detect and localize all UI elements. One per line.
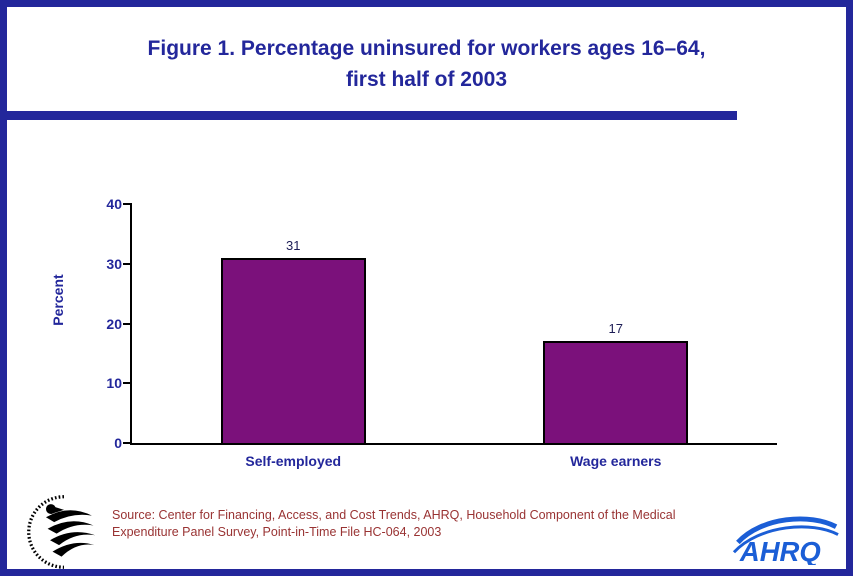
hhs-seal-logo [27,495,96,569]
y-tick-mark [123,442,132,444]
y-tick-mark [123,262,132,265]
source-note-line1: Source: Center for Financing, Access, an… [112,508,676,522]
ahrq-logo: AHRQ [732,516,839,565]
source-note: Source: Center for Financing, Access, an… [112,507,732,541]
x-category-label: Wage earners [570,453,662,469]
page-title-line1: Figure 1. Percentage uninsured for worke… [147,37,706,60]
page-title-line2: first half of 2003 [345,68,508,91]
bar-value-label: 17 [608,321,623,337]
x-category-label: Self-employed [245,453,342,469]
y-tick-label: 10 [106,375,122,392]
source-note-line2: Expenditure Panel Survey, Point-in-Time … [112,525,442,539]
y-tick-mark [123,203,132,205]
y-tick-label: 40 [106,196,122,212]
bar-self-employed [220,257,366,443]
y-tick-mark [123,382,132,385]
bar-value-label: 31 [286,237,301,253]
ahrq-logo-text: AHRQ [739,536,821,565]
y-tick-label: 20 [106,315,122,332]
y-axis-title: Percent [50,274,66,326]
plot-area: 0 10 20 30 40 31 Self-employed 17 Wage earners [106,196,777,469]
y-tick-label: 30 [106,255,122,272]
y-tick-mark [123,322,132,325]
page-title: Figure 1. Percentage uninsured for worke… [7,33,846,95]
bar-wage-earners [543,341,689,443]
y-tick-label: 0 [114,435,122,451]
title-divider-bar [7,111,737,120]
